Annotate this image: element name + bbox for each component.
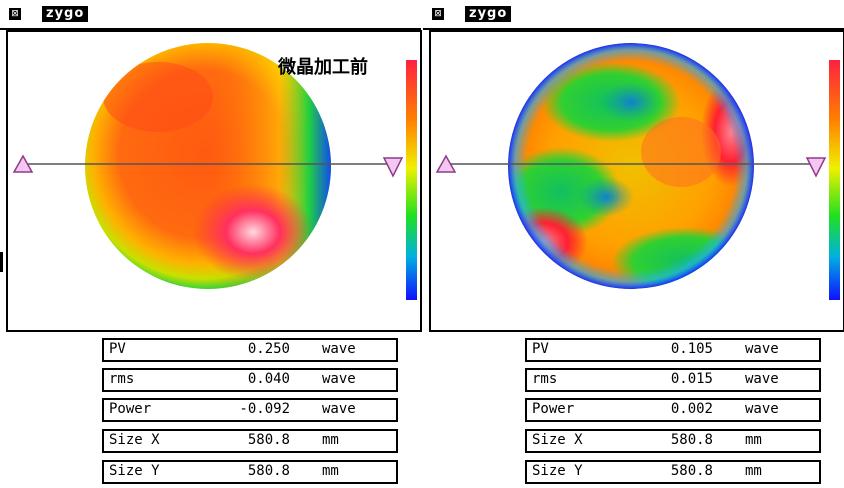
stat-name: Size Y xyxy=(109,463,160,479)
stat-name: Power xyxy=(532,401,574,417)
stat-name: Power xyxy=(109,401,151,417)
stat-name: Size Y xyxy=(532,463,583,479)
stat-unit: mm xyxy=(745,463,762,479)
stat-row-rms: rms 0.040 wave xyxy=(102,368,398,392)
title-bar: ⊠ zygo xyxy=(423,0,844,30)
zygo-logo: zygo xyxy=(42,6,88,22)
right-profile-marker-icon[interactable] xyxy=(384,158,402,176)
stat-row-power: Power -0.092 wave xyxy=(102,398,398,422)
stat-value: 580.8 xyxy=(671,463,713,479)
condition-label: 微晶加工前 xyxy=(278,53,368,79)
stat-value: -0.092 xyxy=(239,401,290,417)
stat-name: PV xyxy=(532,341,549,357)
zygo-logo: zygo xyxy=(465,6,511,22)
stat-value: 580.8 xyxy=(671,432,713,448)
stat-row-size-x: Size X 580.8 mm xyxy=(102,429,398,453)
statistics-table: PV 0.250 wave rms 0.040 wave Power -0.09… xyxy=(0,332,421,488)
left-edge-mark xyxy=(0,252,3,272)
stat-value: 0.105 xyxy=(671,341,713,357)
stat-name: rms xyxy=(109,371,134,387)
stat-row-rms: rms 0.015 wave xyxy=(525,368,821,392)
upper-hot-zone xyxy=(103,62,213,132)
stat-unit: mm xyxy=(745,432,762,448)
stat-row-power: Power 0.002 wave xyxy=(525,398,821,422)
stat-value: 580.8 xyxy=(248,463,290,479)
stat-name: PV xyxy=(109,341,126,357)
stat-name: rms xyxy=(532,371,557,387)
stat-unit: wave xyxy=(322,401,356,417)
stat-unit: wave xyxy=(322,371,356,387)
stat-unit: wave xyxy=(322,341,356,357)
surface-map-frame xyxy=(429,30,844,332)
stat-value: 0.015 xyxy=(671,371,713,387)
right-interferogram-window: ⊠ zygo xyxy=(423,0,844,488)
close-box-icon[interactable]: ⊠ xyxy=(432,8,444,20)
stat-value: 0.002 xyxy=(671,401,713,417)
left-interferogram-window: ⊠ zygo xyxy=(0,0,421,488)
stat-value: 580.8 xyxy=(248,432,290,448)
edge-ring xyxy=(508,43,754,289)
stat-row-pv: PV 0.250 wave xyxy=(102,338,398,362)
stat-unit: wave xyxy=(745,341,779,357)
stat-name: Size X xyxy=(532,432,583,448)
stat-unit: mm xyxy=(322,432,339,448)
color-scale-bar xyxy=(406,60,417,300)
stat-row-pv: PV 0.105 wave xyxy=(525,338,821,362)
stat-row-size-y: Size Y 580.8 mm xyxy=(102,460,398,484)
stat-row-size-y: Size Y 580.8 mm xyxy=(525,460,821,484)
stat-value: 0.250 xyxy=(248,341,290,357)
close-box-icon[interactable]: ⊠ xyxy=(9,8,21,20)
hot-spot xyxy=(193,184,313,280)
stat-row-size-x: Size X 580.8 mm xyxy=(525,429,821,453)
surface-map xyxy=(431,32,843,330)
statistics-table: PV 0.105 wave rms 0.015 wave Power 0.002… xyxy=(423,332,844,488)
right-profile-marker-icon[interactable] xyxy=(807,158,825,176)
stat-unit: wave xyxy=(745,371,779,387)
color-scale-bar xyxy=(829,60,840,300)
stat-value: 0.040 xyxy=(248,371,290,387)
title-bar: ⊠ zygo xyxy=(0,0,421,30)
surface-map-frame: 微晶加工前 xyxy=(6,30,422,332)
stat-unit: mm xyxy=(322,463,339,479)
stat-unit: wave xyxy=(745,401,779,417)
stat-name: Size X xyxy=(109,432,160,448)
